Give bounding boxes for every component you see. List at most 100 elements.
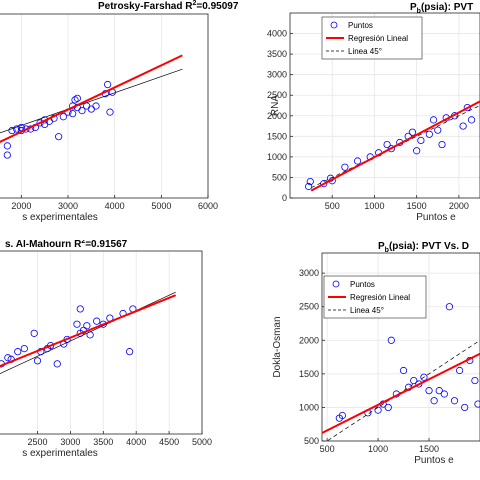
- data-point: [435, 387, 443, 395]
- x-axis-label: Puntos e: [414, 455, 454, 466]
- legend-label-ref: Linea 45°: [348, 47, 382, 56]
- y-tick-label: 4000: [267, 29, 287, 39]
- x-axis-label: Puntos e: [416, 212, 456, 223]
- data-point: [434, 126, 442, 134]
- data-point: [338, 411, 346, 420]
- data-point: [374, 406, 382, 414]
- x-tick-label: 6000: [198, 201, 218, 211]
- data-point: [438, 140, 446, 149]
- y-tick-label: 3000: [267, 70, 287, 80]
- data-point: [471, 376, 479, 385]
- legend-label-fit: Regresión Lineal: [348, 34, 408, 43]
- plot-area: [0, 291, 177, 374]
- data-point: [306, 177, 314, 186]
- data-point: [417, 136, 425, 145]
- data-point: [383, 140, 391, 149]
- regression-line: [310, 100, 480, 192]
- data-point: [78, 107, 86, 115]
- data-point: [387, 336, 395, 344]
- chart-top-left: 2000 3000 4000 5000 6000 Petrosky-Farshad R2=…: [0, 0, 239, 223]
- x-axis-label: s experimentales: [22, 212, 98, 223]
- y-tick-label: 500: [272, 172, 287, 182]
- x-tick-label: 2000: [11, 201, 31, 211]
- data-point: [73, 94, 81, 102]
- x-tick-label: 1500: [407, 201, 427, 211]
- axes-box: [321, 252, 480, 442]
- legend-box: [323, 275, 427, 319]
- x-tick-label: 1500: [419, 444, 439, 454]
- data-point: [425, 130, 433, 138]
- data-point: [463, 103, 471, 112]
- data-point: [461, 403, 469, 412]
- data-point: [408, 128, 417, 136]
- data-point: [353, 157, 362, 165]
- data-point: [92, 102, 100, 110]
- legend: Puntos Regresión Lineal Linea 45°: [321, 16, 423, 60]
- y-tick-label: 1500: [267, 131, 287, 141]
- y-tick-label: 0: [282, 193, 287, 203]
- y-tick-label: 2000: [267, 111, 287, 121]
- x-tick-label: 3500: [93, 437, 113, 447]
- data-point: [53, 360, 61, 368]
- data-point: [430, 397, 438, 405]
- data-point: [445, 303, 454, 311]
- x-tick-label: 4000: [105, 201, 125, 211]
- plot-area: [304, 100, 480, 192]
- x-tick-label: 3000: [60, 437, 80, 447]
- legend-label-points: Puntos: [348, 21, 373, 30]
- axes-box: [289, 12, 480, 199]
- regression-line: [322, 352, 480, 434]
- data-point: [425, 387, 433, 395]
- data-point: [71, 96, 79, 104]
- data-point: [429, 116, 438, 124]
- plot-area: [0, 54, 183, 159]
- data-point: [106, 108, 114, 116]
- data-point: [47, 341, 55, 350]
- legend-label-points: Puntos: [350, 280, 375, 289]
- data-point: [87, 105, 95, 113]
- data-point: [384, 403, 392, 412]
- chart-title: Pb(psia): PVT Vs. D: [378, 241, 469, 254]
- y-tick-label: 2500: [267, 90, 287, 100]
- data-point: [86, 331, 94, 339]
- x-tick-label: 5000: [192, 437, 212, 447]
- data-point: [8, 126, 16, 135]
- data-point: [450, 397, 459, 405]
- data-point: [387, 145, 395, 153]
- data-point: [59, 113, 67, 121]
- data-point: [399, 366, 408, 375]
- y-axis-label: RNA: [270, 95, 281, 116]
- x-tick-label: 2500: [27, 437, 47, 447]
- data-point: [304, 182, 313, 191]
- axes-box: [0, 250, 203, 435]
- x-tick-label: 5000: [151, 201, 171, 211]
- y-tick-label: 2000: [299, 335, 319, 345]
- data-point: [30, 329, 38, 337]
- data-point: [73, 320, 81, 328]
- data-point: [93, 317, 101, 325]
- data-point: [459, 122, 467, 130]
- data-point: [83, 322, 91, 330]
- x-tick-label: 2000: [449, 201, 469, 211]
- x-axis-label: s experimentales: [22, 448, 98, 459]
- legend-point-marker: [330, 21, 338, 29]
- reference-line: [0, 291, 176, 374]
- data-point: [3, 142, 11, 150]
- data-point: [467, 116, 476, 124]
- y-tick-label: 3500: [267, 49, 287, 59]
- chart-bottom-right: 500 1000 1500 500 1000 1500 2000 2500 3000 Pb(psi…: [272, 241, 480, 466]
- x-tick-label: 1000: [364, 201, 384, 211]
- regression-line: [0, 54, 183, 143]
- y-axis-label: Dokla-Osman: [272, 316, 283, 377]
- data-point: [3, 151, 11, 159]
- data-point: [33, 357, 42, 365]
- chart-bottom-left: 2500 3000 3500 4000 4500 5000 s. Al-Mahourn R2…: [0, 240, 212, 459]
- data-point: [320, 180, 328, 188]
- data-point: [4, 354, 12, 362]
- data-point: [13, 125, 21, 133]
- legend-label-ref: Linea 45°: [350, 306, 384, 315]
- chart-top-right: 500 1000 1500 2000 0 500 1000 1500 2000 2500 3000 3…: [267, 2, 480, 223]
- data-point: [456, 366, 464, 375]
- legend-label-fit: Regresión Lineal: [350, 293, 410, 302]
- legend-point-marker: [332, 280, 340, 288]
